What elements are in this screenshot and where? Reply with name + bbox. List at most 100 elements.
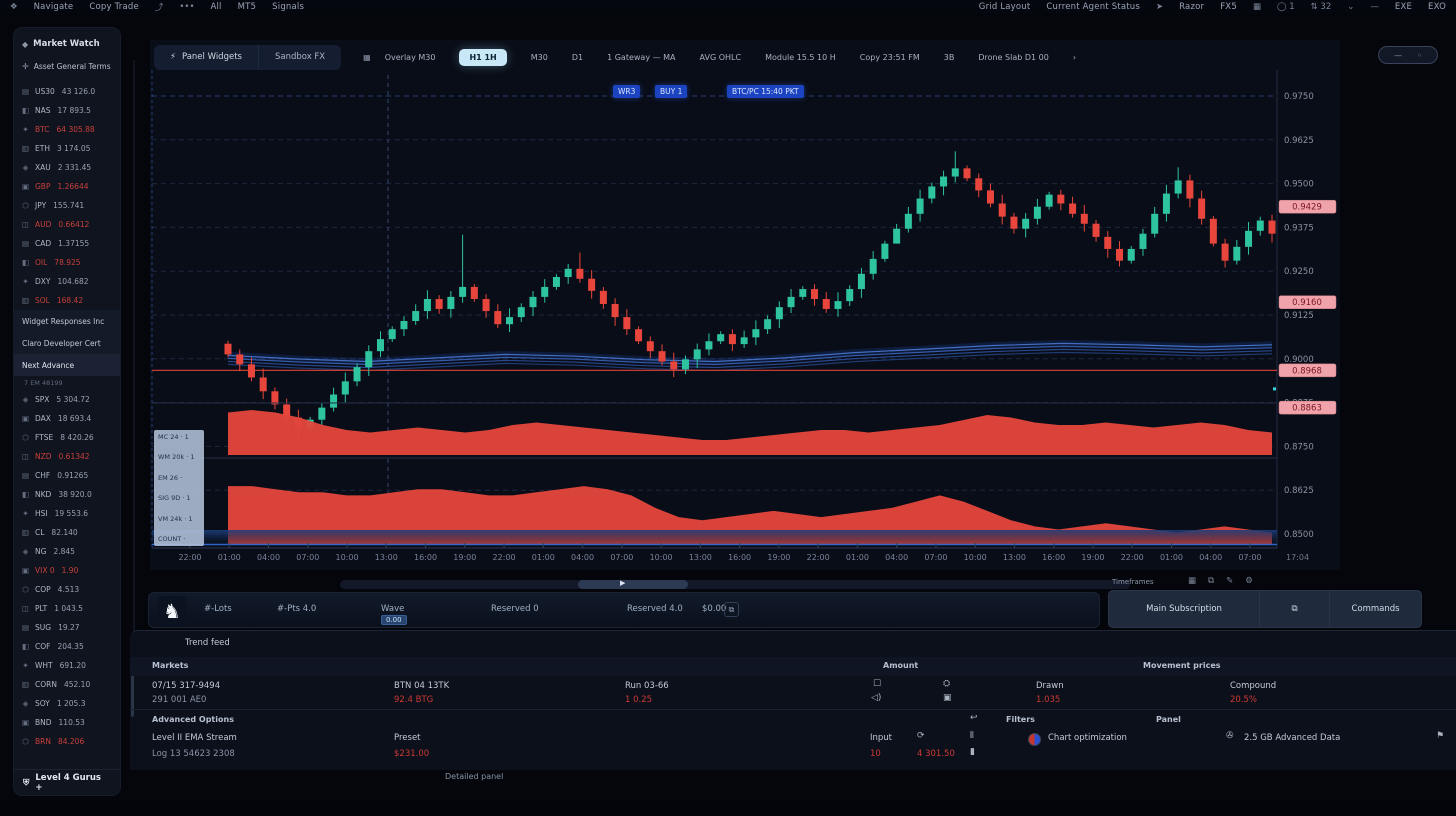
sidebar-subheader[interactable]: ✛ Asset General Terms	[14, 56, 120, 76]
watchlist-section-header[interactable]: Widget Responses Inc	[14, 310, 120, 332]
chart-scrollbar[interactable]: ▶	[340, 579, 1130, 589]
watchlist-item[interactable]: ▤ CHF 0.91265	[14, 466, 120, 485]
watchlist-item[interactable]: ▥ SOL 168.42	[14, 291, 120, 310]
table-cell-main[interactable]: Preset	[394, 733, 421, 743]
watchlist-item[interactable]: ▤ SUG 19.27	[14, 618, 120, 637]
watchlist-item[interactable]: ◧ NKD 38 920.0	[14, 485, 120, 504]
flag-icon[interactable]: ⚑	[1436, 731, 1445, 741]
column-header[interactable]: Filters	[1006, 715, 1035, 724]
watchlist-item[interactable]: ◈ NG 2.845	[14, 542, 120, 561]
watchlist-item[interactable]: ▣ VIX 0 1.90	[14, 561, 120, 580]
speaker-icon[interactable]: ◁)	[871, 693, 882, 703]
watchlist-section-header[interactable]: Claro Developer Cert	[14, 332, 120, 354]
toolbar-item[interactable]: 1 Gateway — MA	[607, 52, 676, 62]
table-cell-main[interactable]: 07/15 317-9494	[152, 681, 221, 691]
chart-chip[interactable]: BTC/PC 15:40 PKT	[727, 85, 804, 98]
minimize-icon[interactable]: —	[1370, 2, 1379, 12]
sidebar-header[interactable]: ◆ Market Watch	[14, 32, 120, 56]
watchlist-item[interactable]: ◧ COF 204.35	[14, 637, 120, 656]
watchlist-item[interactable]: ⬡ BRN 84.206	[14, 732, 120, 751]
watchlist-item[interactable]: ▤ CAD 1.37155	[14, 234, 120, 253]
menu-item[interactable]: MT5	[237, 2, 257, 12]
toolbar-item[interactable]: Module 15.5 10 H	[765, 52, 836, 62]
chevron-down-icon[interactable]: ⌄	[1347, 2, 1355, 12]
watchlist-item[interactable]: ▤ US30 43 126.0	[14, 82, 120, 101]
grid-icon[interactable]: ▦	[1188, 576, 1197, 586]
toolbar-item[interactable]: AVG OHLC	[699, 52, 742, 62]
tab-panel-widgets[interactable]: ⚡ Panel Widgets	[154, 45, 258, 70]
data-icon[interactable]: ✇	[1226, 731, 1234, 741]
table-cell-main[interactable]: Chart optimization	[1048, 733, 1127, 743]
watchlist-item[interactable]: ◈ SPX 5 304.72	[14, 390, 120, 409]
menu-item[interactable]: EXO	[1428, 2, 1446, 12]
toolbar-item[interactable]: ›	[1072, 52, 1077, 62]
chart-chip[interactable]: BUY 1	[655, 85, 688, 98]
watchlist-item[interactable]: ◫ AUD 0.66412	[14, 215, 120, 234]
expand-icon[interactable]: ⧉	[724, 602, 739, 617]
watchlist-item[interactable]: ◈ XAU 2 331.45	[14, 158, 120, 177]
tab-sandbox[interactable]: Sandbox FX	[257, 44, 341, 70]
menu-item[interactable]: Copy Trade	[89, 2, 139, 12]
record-icon[interactable]: ◯ 1	[1276, 2, 1295, 12]
toolbar-item[interactable]: D1	[571, 52, 584, 62]
watchlist-item[interactable]: ▥ CORN 452.10	[14, 675, 120, 694]
image-icon[interactable]: ▣	[943, 693, 952, 703]
watchlist-item[interactable]: ◫ PLT 1 043.5	[14, 599, 120, 618]
watchlist-item[interactable]: ◈ SOY 1 205.3	[14, 694, 120, 713]
menu-item[interactable]: FX5	[1220, 2, 1237, 12]
toolbar-item[interactable]: Drone Slab D1 00	[978, 52, 1049, 62]
watchlist-item[interactable]: ◧ OIL 78.925	[14, 253, 120, 272]
menu-item[interactable]: Razor	[1179, 2, 1205, 12]
settings-icon[interactable]: ⛭	[943, 679, 951, 689]
table-cell-main[interactable]: Run 03-66	[625, 681, 669, 691]
column-header[interactable]: Markets	[152, 661, 189, 670]
toolbar-item[interactable]: M30	[530, 52, 548, 62]
watchlist-item[interactable]: ⬡ JPY 155.741	[14, 196, 120, 215]
layers-icon[interactable]: ⧉	[1208, 576, 1215, 586]
levels-icon[interactable]: ⇅ 32	[1310, 2, 1332, 12]
window-icon[interactable]: ⧉	[1259, 591, 1329, 627]
more-icon[interactable]: •••	[179, 2, 195, 12]
grid-icon[interactable]: ▦	[363, 52, 371, 62]
watchlist-item[interactable]: ✦ WHT 691.20	[14, 656, 120, 675]
toolbar-item[interactable]: 3B	[943, 52, 955, 62]
column-header[interactable]: Movement prices	[1143, 661, 1221, 670]
cursor-icon[interactable]: ➤	[1156, 2, 1164, 12]
chart-chip[interactable]: WR3	[613, 85, 641, 98]
column-header[interactable]: Amount	[883, 661, 919, 670]
refresh-icon[interactable]: ⟳	[917, 731, 925, 741]
toolbar-item[interactable]: Overlay M30	[384, 52, 436, 62]
sidebar-footer[interactable]: ⛨ Level 4 Gurus +	[14, 769, 120, 795]
bars-icon[interactable]: ⫴	[970, 731, 974, 741]
checkbox-icon[interactable]: ☐	[873, 679, 882, 689]
table-cell-main[interactable]: Level II EMA Stream	[152, 733, 237, 743]
table-cell-main[interactable]: Compound	[1230, 681, 1277, 691]
menu-item[interactable]: EXE	[1394, 2, 1413, 12]
menu-item[interactable]: All	[210, 2, 222, 12]
grid-icon[interactable]: ▦	[1252, 2, 1261, 12]
watchlist-item[interactable]: ◫ NZD 0.61342	[14, 447, 120, 466]
table-cell-main[interactable]: 2.5 GB Advanced Data	[1244, 733, 1341, 743]
menu-item[interactable]: Navigate	[33, 2, 74, 12]
return-icon[interactable]: ↩	[970, 713, 978, 723]
menu-item[interactable]: Current Agent Status	[1046, 2, 1140, 12]
gear-icon[interactable]: ⚙	[1245, 576, 1253, 586]
watchlist-section-header[interactable]: Next Advance	[14, 354, 120, 376]
commands-button[interactable]: Commands	[1329, 591, 1421, 627]
column-header[interactable]: Panel	[1156, 715, 1181, 724]
watchlist-item[interactable]: ▥ ETH 3 174.05	[14, 139, 120, 158]
table-cell-main[interactable]: BTN 04 13TK	[394, 681, 450, 691]
scrollbar-handle[interactable]	[578, 580, 688, 589]
watchlist-item[interactable]: ▣ GBP 1.26644	[14, 177, 120, 196]
pencil-icon[interactable]: ✎	[1226, 576, 1234, 586]
share-icon[interactable]: ⤴	[154, 3, 164, 13]
timeframe-button-active[interactable]: H1 1H	[459, 48, 507, 66]
watchlist-item[interactable]: ▥ CL 82.140	[14, 523, 120, 542]
watchlist-item[interactable]: ✦ BTC 64 305.88	[14, 120, 120, 139]
table-cell-main[interactable]: Drawn	[1036, 681, 1064, 691]
subscription-button[interactable]: Main Subscription	[1146, 604, 1222, 614]
watchlist-item[interactable]: ✦ HSI 19 553.6	[14, 504, 120, 523]
candlestick-chart[interactable]: 0.9750 0.9625 0.9500 0.9375 0.9250 0.9125 0.90…	[150, 40, 1340, 570]
collapse-panel-button[interactable]: — ◦	[1378, 46, 1438, 64]
watchlist-item[interactable]: ◧ NAS 17 893.5	[14, 101, 120, 120]
